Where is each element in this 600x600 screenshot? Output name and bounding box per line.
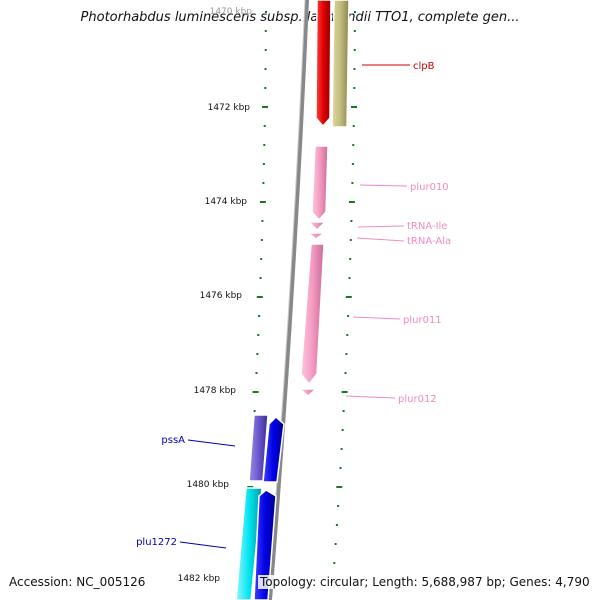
features — [235, 0, 350, 600]
tick-label-1476: 1476 kbp — [200, 291, 243, 301]
label-plur010[interactable]: plur010 — [410, 182, 449, 193]
feature-labels: clpB plur010 tRNA-Ile tRNA-Ala plur011 p… — [136, 61, 451, 549]
gene-plur012[interactable] — [298, 388, 318, 397]
gene-plur010[interactable] — [311, 145, 329, 222]
tick-label-1480: 1480 kbp — [187, 480, 230, 490]
tick-label-1474: 1474 kbp — [205, 197, 248, 207]
genome-summary: Topology: circular; Length: 5,688,987 bp… — [258, 575, 592, 589]
callout-pssA — [187, 439, 236, 447]
callout-trna-ile — [357, 225, 405, 228]
tick-label-1478: 1478 kbp — [194, 386, 237, 396]
gene-blue-2[interactable] — [253, 489, 277, 600]
tick-label-1482: 1482 kbp — [178, 574, 221, 584]
label-clpB[interactable]: clpB — [413, 61, 435, 72]
gene-blue-1[interactable] — [262, 415, 285, 483]
label-trna-ile[interactable]: tRNA-Ile — [407, 221, 447, 232]
scale-labels: 1470 kbp 1472 kbp 1474 kbp 1476 kbp 1478… — [178, 7, 253, 584]
label-plu1272[interactable]: plu1272 — [136, 537, 177, 548]
gene-clpB[interactable] — [315, 0, 332, 128]
label-plur011[interactable]: plur011 — [403, 315, 442, 326]
backbone-track — [268, 0, 309, 600]
label-pssA[interactable]: pssA — [161, 435, 185, 446]
gene-plur011[interactable] — [300, 243, 325, 386]
callout-trna-ala — [356, 237, 405, 242]
accession-text: Accession: NC_005126 — [9, 575, 146, 589]
label-trna-ala[interactable]: tRNA-Ala — [407, 236, 451, 247]
callout-plur011 — [352, 316, 401, 320]
map-title: Photorhabdus luminescens subsp. laumondi… — [80, 10, 520, 25]
tick-label-1472: 1472 kbp — [208, 103, 251, 113]
trna-ala[interactable] — [305, 232, 327, 240]
gene-tan[interactable] — [331, 0, 350, 128]
callout-plu1272 — [179, 541, 227, 549]
gene-plu1272[interactable] — [235, 487, 263, 600]
trna-ile[interactable] — [307, 221, 327, 232]
callout-plur010 — [359, 184, 408, 187]
callout-plur012 — [345, 395, 396, 399]
tick-label-1470: 1470 kbp — [210, 7, 253, 17]
label-plur012[interactable]: plur012 — [398, 394, 437, 405]
